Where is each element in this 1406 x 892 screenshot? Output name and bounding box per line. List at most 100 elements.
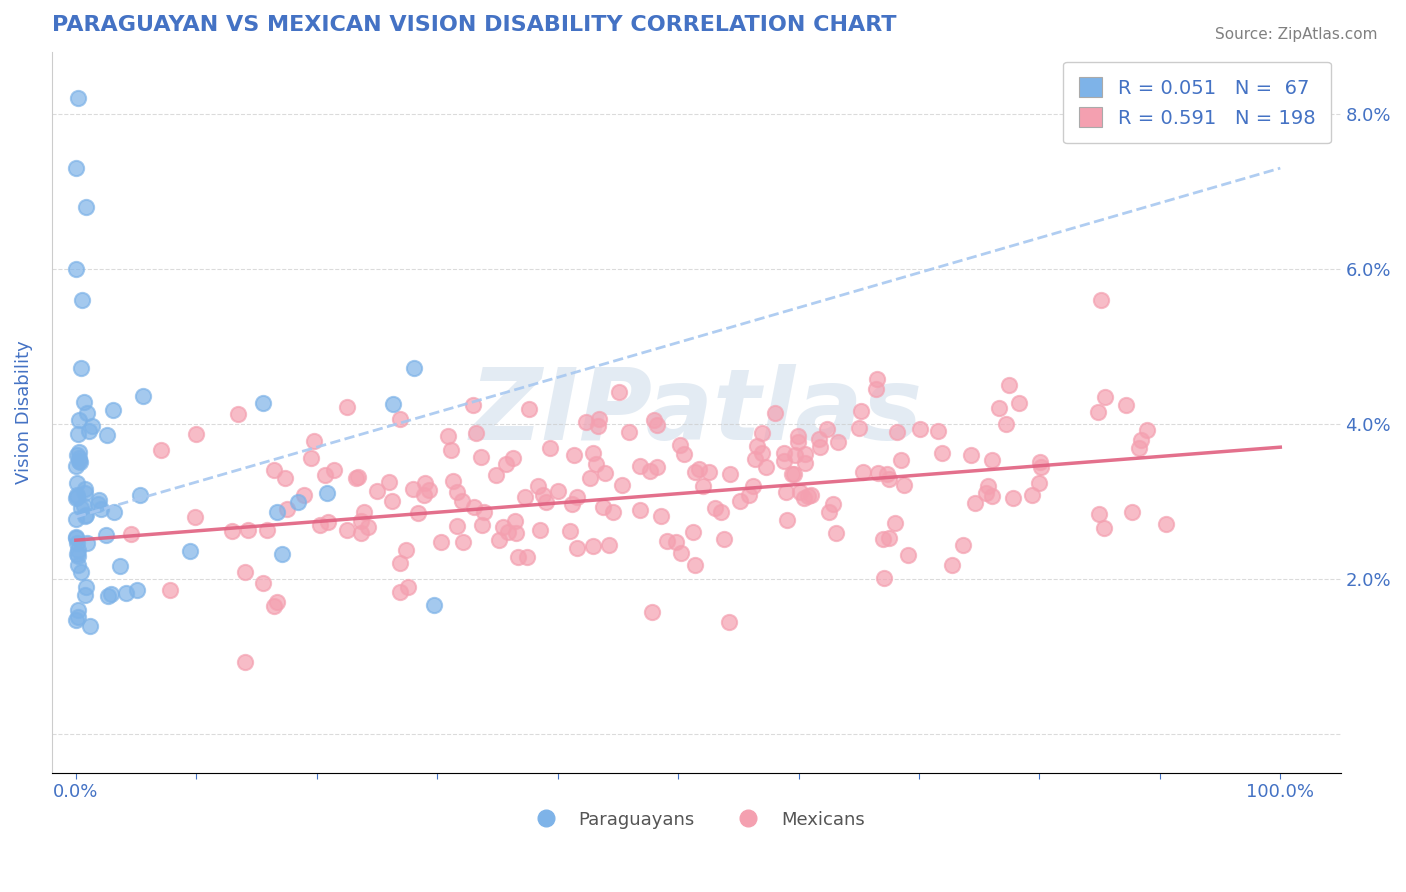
- Point: [527, 479, 550, 493]
- Point: [793, 491, 815, 505]
- Point: [377, 475, 399, 490]
- Point: [650, 509, 672, 524]
- Point: [461, 398, 484, 412]
- Point: [852, 466, 875, 480]
- Point: [89, 493, 111, 508]
- Point: [824, 525, 846, 540]
- Point: [588, 412, 610, 426]
- Point: [496, 524, 519, 539]
- Point: [235, 565, 257, 579]
- Point: [69, 361, 91, 376]
- Point: [73, 499, 96, 513]
- Point: [974, 486, 997, 500]
- Point: [276, 501, 298, 516]
- Point: [67, 413, 90, 427]
- Point: [471, 518, 494, 533]
- Point: [266, 595, 288, 609]
- Point: [607, 384, 630, 399]
- Point: [316, 486, 339, 500]
- Point: [76, 407, 98, 421]
- Point: [76, 536, 98, 550]
- Point: [808, 441, 831, 455]
- Point: [75, 200, 97, 214]
- Point: [582, 540, 605, 554]
- Point: [588, 418, 610, 433]
- Point: [628, 502, 651, 516]
- Point: [893, 478, 915, 492]
- Point: [129, 488, 152, 502]
- Point: [786, 434, 808, 449]
- Point: [125, 583, 148, 598]
- Point: [233, 655, 256, 669]
- Point: [263, 599, 285, 613]
- Text: ZIPatlas: ZIPatlas: [470, 364, 922, 461]
- Point: [103, 505, 125, 519]
- Point: [672, 447, 695, 461]
- Point: [413, 476, 436, 491]
- Point: [963, 496, 986, 510]
- Point: [872, 533, 894, 547]
- Point: [238, 523, 260, 537]
- Point: [70, 501, 93, 516]
- Point: [1090, 293, 1112, 307]
- Point: [75, 581, 97, 595]
- Point: [395, 542, 418, 557]
- Point: [396, 580, 419, 594]
- Point: [65, 614, 87, 628]
- Point: [149, 442, 172, 457]
- Point: [66, 549, 89, 563]
- Point: [744, 452, 766, 467]
- Point: [1115, 398, 1137, 412]
- Point: [688, 462, 710, 476]
- Point: [815, 422, 838, 436]
- Point: [505, 525, 527, 540]
- Point: [422, 599, 444, 613]
- Point: [67, 542, 90, 557]
- Point: [440, 442, 463, 457]
- Point: [1128, 441, 1150, 455]
- Point: [65, 491, 87, 505]
- Point: [65, 531, 87, 545]
- Point: [772, 446, 794, 460]
- Point: [70, 293, 93, 307]
- Point: [718, 615, 741, 630]
- Point: [592, 500, 614, 515]
- Point: [389, 411, 412, 425]
- Point: [534, 495, 557, 509]
- Point: [381, 397, 404, 411]
- Point: [710, 505, 733, 519]
- Point: [67, 453, 90, 467]
- Point: [560, 524, 582, 538]
- Point: [602, 505, 624, 519]
- Point: [470, 450, 492, 465]
- Point: [90, 502, 112, 516]
- Point: [184, 426, 207, 441]
- Point: [266, 505, 288, 519]
- Point: [531, 488, 554, 502]
- Point: [65, 261, 87, 276]
- Point: [66, 558, 89, 572]
- Point: [66, 449, 89, 463]
- Point: [80, 419, 103, 434]
- Point: [994, 417, 1017, 431]
- Point: [780, 467, 803, 481]
- Point: [1156, 517, 1178, 532]
- Point: [776, 513, 799, 527]
- Point: [179, 544, 201, 558]
- Text: PARAGUAYAN VS MEXICAN VISION DISABILITY CORRELATION CHART: PARAGUAYAN VS MEXICAN VISION DISABILITY …: [52, 15, 896, 35]
- Point: [931, 446, 953, 460]
- Point: [508, 550, 530, 565]
- Point: [567, 541, 589, 555]
- Point: [256, 523, 278, 537]
- Point: [1092, 521, 1115, 535]
- Point: [472, 505, 495, 519]
- Point: [1088, 508, 1111, 522]
- Point: [65, 530, 87, 544]
- Point: [336, 401, 359, 415]
- Point: [547, 483, 569, 498]
- Point: [115, 585, 138, 599]
- Point: [65, 161, 87, 175]
- Point: [787, 429, 810, 443]
- Point: [73, 508, 96, 523]
- Point: [513, 490, 536, 504]
